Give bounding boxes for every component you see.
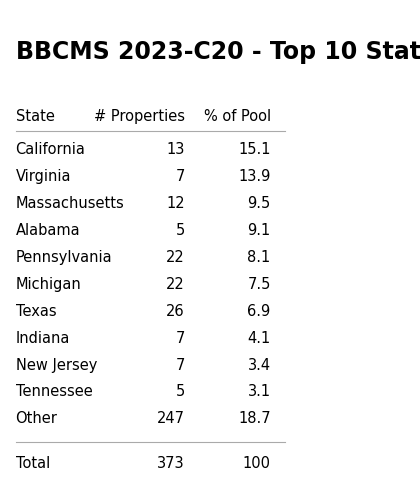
Text: Alabama: Alabama: [16, 223, 80, 238]
Text: 3.4: 3.4: [248, 357, 271, 373]
Text: New Jersey: New Jersey: [16, 357, 97, 373]
Text: 4.1: 4.1: [247, 331, 271, 346]
Text: 22: 22: [166, 277, 185, 292]
Text: 7: 7: [175, 357, 185, 373]
Text: Texas: Texas: [16, 303, 56, 318]
Text: Massachusetts: Massachusetts: [16, 196, 124, 211]
Text: Total: Total: [16, 456, 50, 471]
Text: California: California: [16, 142, 85, 157]
Text: 13.9: 13.9: [239, 169, 271, 184]
Text: 7.5: 7.5: [247, 277, 271, 292]
Text: 15.1: 15.1: [238, 142, 271, 157]
Text: Tennessee: Tennessee: [16, 385, 92, 399]
Text: Pennsylvania: Pennsylvania: [16, 250, 112, 264]
Text: Michigan: Michigan: [16, 277, 81, 292]
Text: 18.7: 18.7: [238, 412, 271, 427]
Text: Virginia: Virginia: [16, 169, 71, 184]
Text: 22: 22: [166, 250, 185, 264]
Text: % of Pool: % of Pool: [204, 109, 271, 124]
Text: 9.1: 9.1: [247, 223, 271, 238]
Text: 7: 7: [175, 169, 185, 184]
Text: 8.1: 8.1: [247, 250, 271, 264]
Text: State: State: [16, 109, 55, 124]
Text: 100: 100: [243, 456, 271, 471]
Text: Other: Other: [16, 412, 58, 427]
Text: 26: 26: [166, 303, 185, 318]
Text: 3.1: 3.1: [248, 385, 271, 399]
Text: Indiana: Indiana: [16, 331, 70, 346]
Text: 373: 373: [157, 456, 185, 471]
Text: 13: 13: [166, 142, 185, 157]
Text: # Properties: # Properties: [94, 109, 185, 124]
Text: 12: 12: [166, 196, 185, 211]
Text: 247: 247: [157, 412, 185, 427]
Text: 7: 7: [175, 331, 185, 346]
Text: 5: 5: [176, 385, 185, 399]
Text: 6.9: 6.9: [247, 303, 271, 318]
Text: 9.5: 9.5: [247, 196, 271, 211]
Text: 5: 5: [176, 223, 185, 238]
Text: BBCMS 2023-C20 - Top 10 States: BBCMS 2023-C20 - Top 10 States: [16, 40, 420, 64]
